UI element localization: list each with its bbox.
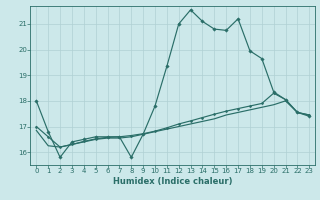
X-axis label: Humidex (Indice chaleur): Humidex (Indice chaleur) [113, 177, 233, 186]
